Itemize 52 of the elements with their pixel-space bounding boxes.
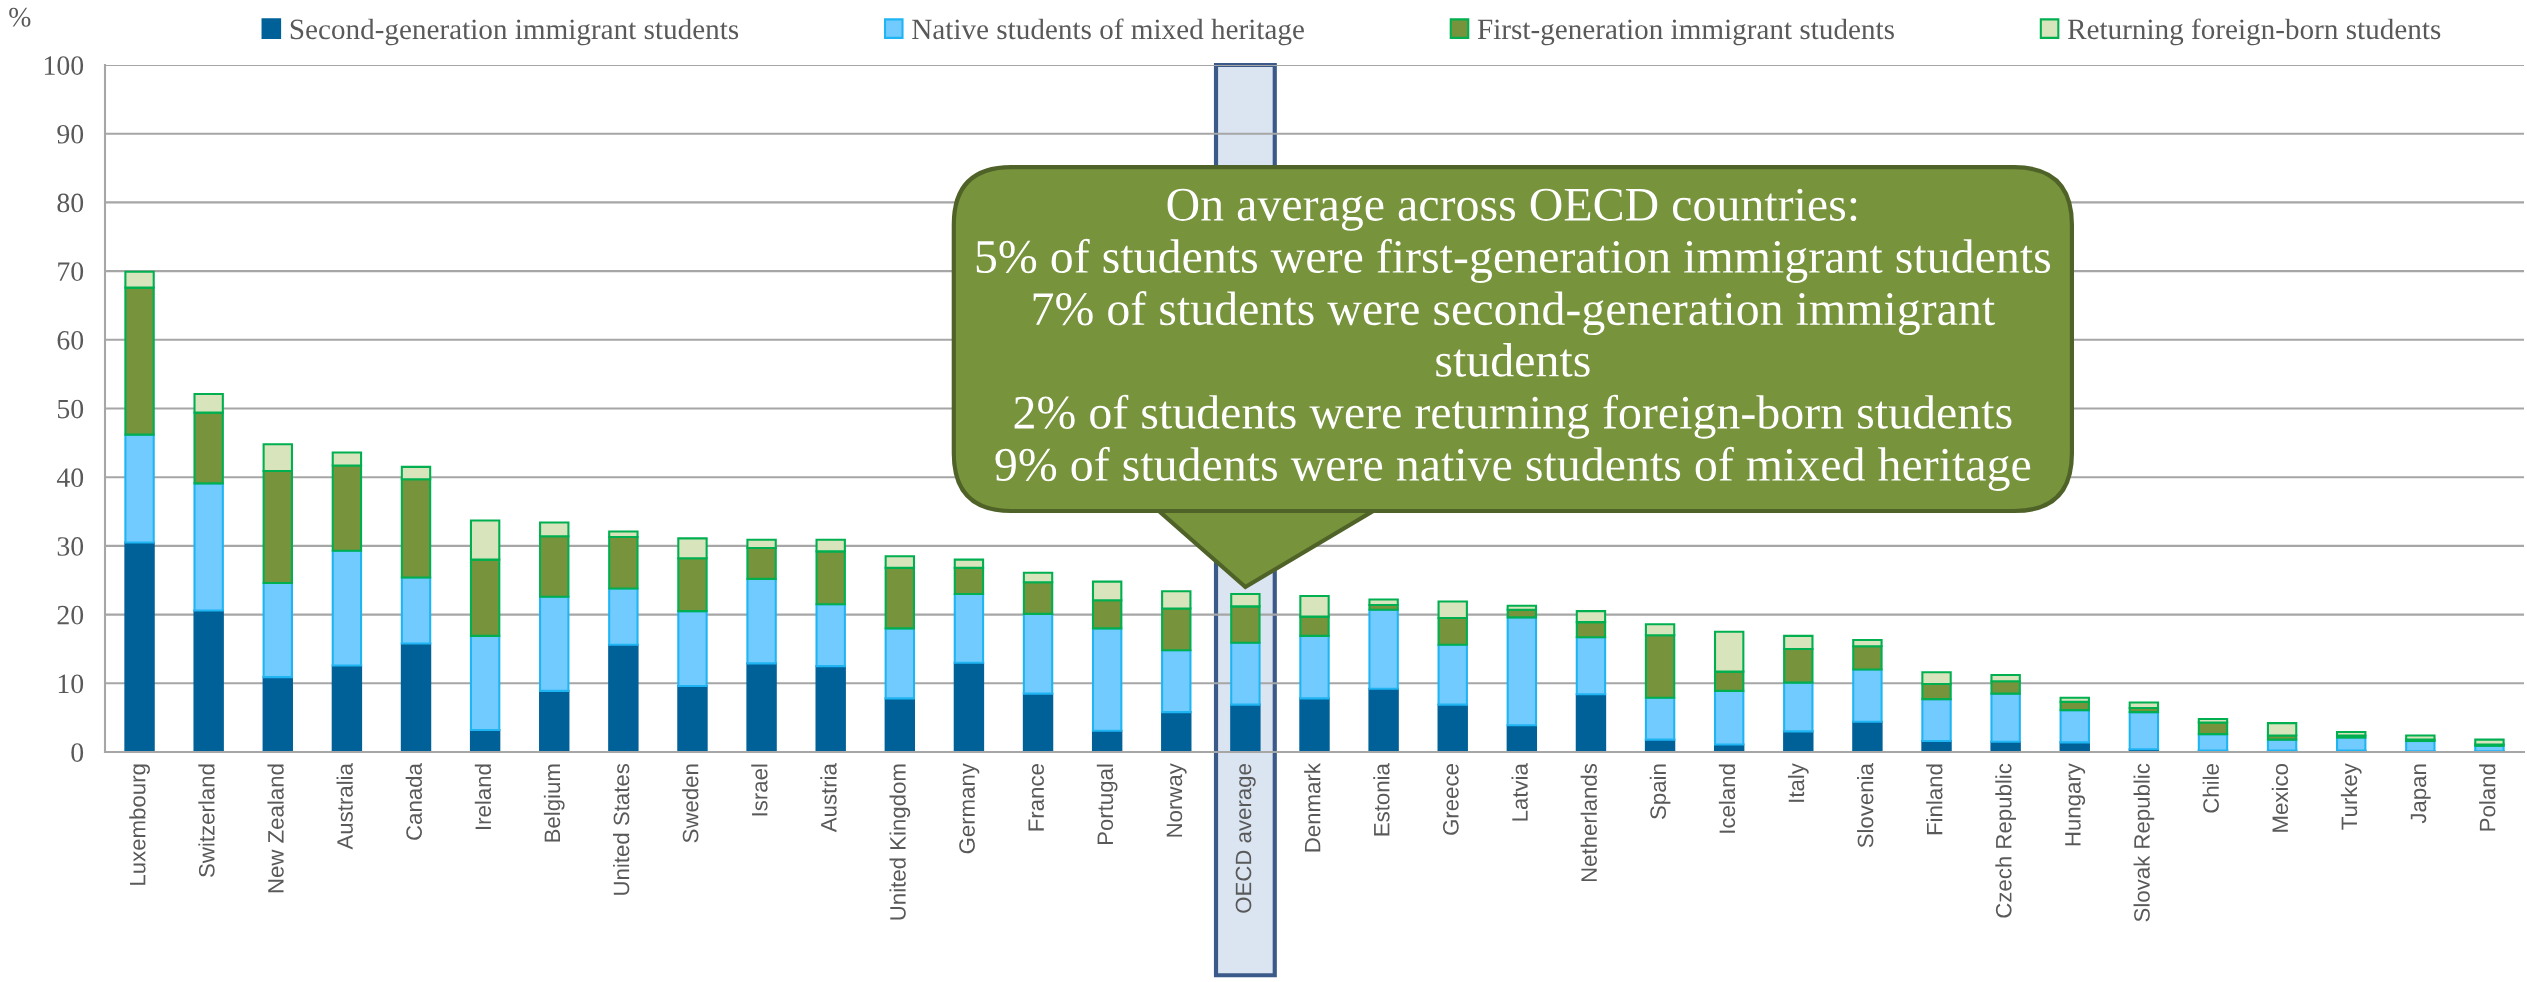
y-tick-label: 0 [71,743,84,762]
x-tick-label: Greece [1442,764,1459,835]
x-tick-label: Norway [1166,763,1187,837]
annotation: On average across OECD countries: 5% of students were first-generation immigrant students 7% of students were second-generation immigrant students 2% of students were returning foreign-born students 9% of students were native students of mixed heritage [976,188,2051,491]
y-tick-label: 90 [57,124,84,144]
x-tick-label: Spain [1649,764,1671,819]
x-tick-label: Portugal [1096,764,1118,845]
y-tick-label: 20 [57,605,84,625]
x-tick-label: Ireland [474,764,492,829]
y-tick-label: 40 [56,468,84,488]
x-tick-label: Finland [1926,764,1943,835]
legend-label: Native students of mixed heritage [912,18,1304,46]
y-tick-label: 60 [57,330,84,350]
y-tick-label: 50 [58,399,84,419]
x-tick-label: United Kingdom [889,764,911,920]
x-tick-label: Canada [405,763,422,840]
legend-label: First-generation immigrant students [1477,18,1894,46]
y-tick-label: 70 [58,262,84,282]
x-tick-label: Luxembourg [129,764,150,885]
x-tick-label: Poland [2479,764,2496,831]
x-tick-label: Slovenia [1857,763,1874,848]
x-tick-label: Iceland [1718,764,1736,833]
y-tick-label: 10 [58,674,84,694]
x-tick-label: Czech Republic [1995,763,2016,918]
legend-label: Returning foreign-born students [2067,18,2441,46]
x-tick-label: Australia [336,763,353,850]
x-tick-label: New Zealand [267,764,284,893]
x-tick-label: Chile [2202,764,2219,813]
x-tick-label: OECD average [1235,764,1256,913]
x-tick-label: Sweden [682,764,699,843]
x-tick-label: Switzerland [198,764,215,877]
x-tick-label: Japan [2410,764,2431,824]
legend-label: Second-generation immigrant students [290,18,739,46]
x-tick-label: Hungary [2065,763,2086,846]
x-tick-label: Denmark [1304,763,1321,852]
x-tick-label: Estonia [1373,763,1390,836]
x-tick-label: Latvia [1511,763,1528,821]
x-tick-label: Mexico [2271,764,2289,832]
x-tick-label: Austria [820,763,837,833]
x-tick-label: Turkey [2340,763,2362,830]
x-tick-label: Netherlands [1580,763,1597,882]
x-tick-label: Belgium [543,764,565,842]
x-tick-label: Italy [1787,763,1809,802]
y-tick-label: 30 [57,537,84,556]
y-tick-label: 80 [57,193,84,213]
y-axis-title: % [9,7,31,27]
x-tick-label: Israel [751,764,768,816]
y-tick-label: 100 [44,56,84,75]
x-tick-label: Slovak Republic [2133,763,2155,922]
x-tick-label: France [1028,764,1045,831]
x-tick-label: United States [613,763,630,895]
x-tick-label: Germany [959,763,980,854]
